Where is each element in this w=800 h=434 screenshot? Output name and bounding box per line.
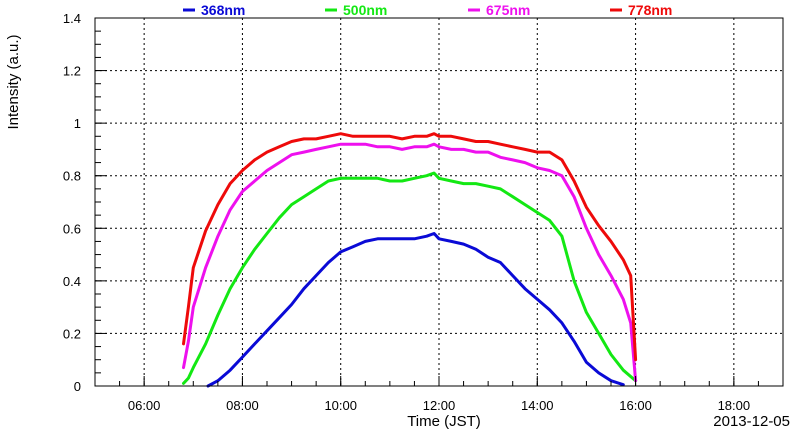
- x-tick-label: 10:00: [324, 398, 357, 413]
- legend-label: 675nm: [486, 2, 530, 18]
- y-axis-title: Intensity (a.u.): [5, 34, 22, 129]
- x-tick-label: 14:00: [521, 398, 554, 413]
- series-line-778nm: [182, 132, 638, 362]
- x-tick-label: 16:00: [619, 398, 652, 413]
- legend-label: 368nm: [201, 2, 245, 18]
- y-tick-label: 1.2: [63, 64, 81, 79]
- y-tick-label: 0.4: [63, 274, 81, 289]
- x-tick-label: 12:00: [423, 398, 456, 413]
- x-tick-label: 08:00: [226, 398, 259, 413]
- series-line-368nm: [206, 232, 625, 388]
- legend-label: 500nm: [343, 2, 387, 18]
- grid: [95, 18, 783, 386]
- date-label: 2013-12-05: [713, 413, 790, 430]
- x-tick-label: 06:00: [128, 398, 161, 413]
- series-line-500nm: [182, 171, 638, 385]
- x-axis-title: Time (JST): [407, 413, 481, 430]
- y-tick-label: 0.8: [63, 169, 81, 184]
- series-line-675nm: [182, 142, 638, 383]
- y-tick-label: 0: [74, 379, 81, 394]
- x-axis-ticks: 06:00 08:00 10:00 12:00 14:00 16:00 18:00: [94, 376, 784, 413]
- series-lines: [182, 132, 638, 388]
- y-tick-label: 1.4: [63, 11, 81, 26]
- y-tick-label: 0.6: [63, 221, 81, 236]
- y-axis-ticks: 0 0.2 0.4 0.6 0.8 1 1.2 1.4: [63, 11, 107, 394]
- y-tick-label: 1: [74, 116, 81, 131]
- x-tick-label: 18:00: [718, 398, 751, 413]
- legend-label: 778nm: [628, 2, 672, 18]
- y-tick-label: 0.2: [63, 326, 81, 341]
- legend: 368nm 500nm 675nm 778nm: [183, 2, 672, 18]
